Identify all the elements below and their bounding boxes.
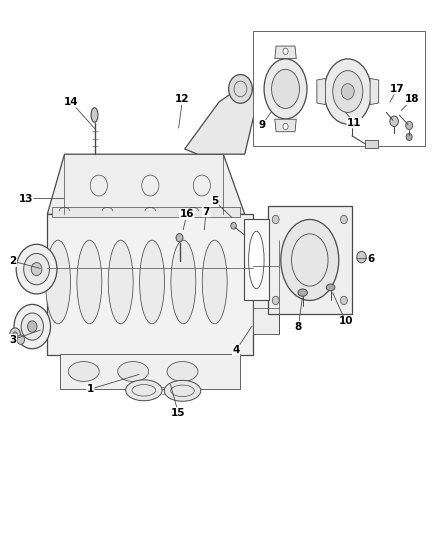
Ellipse shape xyxy=(406,122,413,130)
Text: 6: 6 xyxy=(368,254,375,264)
Text: 12: 12 xyxy=(175,94,190,104)
Text: 1: 1 xyxy=(87,384,94,394)
Polygon shape xyxy=(275,119,296,132)
Text: 5: 5 xyxy=(211,196,218,206)
Polygon shape xyxy=(275,46,296,59)
Ellipse shape xyxy=(333,71,363,112)
Bar xyxy=(253,240,279,334)
Ellipse shape xyxy=(31,263,42,276)
Ellipse shape xyxy=(10,328,21,341)
Ellipse shape xyxy=(91,108,98,123)
Text: 10: 10 xyxy=(339,317,353,326)
Text: 18: 18 xyxy=(405,94,420,104)
Text: 17: 17 xyxy=(390,84,404,94)
Bar xyxy=(47,214,253,356)
Ellipse shape xyxy=(326,284,335,291)
Ellipse shape xyxy=(229,75,252,103)
Ellipse shape xyxy=(340,215,347,224)
Ellipse shape xyxy=(281,220,339,301)
Ellipse shape xyxy=(28,321,37,332)
Ellipse shape xyxy=(283,48,288,54)
Polygon shape xyxy=(365,140,378,148)
Ellipse shape xyxy=(202,240,227,324)
Text: 15: 15 xyxy=(171,408,185,418)
Ellipse shape xyxy=(21,313,43,340)
Ellipse shape xyxy=(108,240,133,324)
Text: 8: 8 xyxy=(295,321,302,332)
Text: 14: 14 xyxy=(64,97,78,107)
Ellipse shape xyxy=(171,240,196,324)
Text: 16: 16 xyxy=(180,209,194,219)
Text: 4: 4 xyxy=(233,345,240,355)
Ellipse shape xyxy=(46,240,71,324)
Ellipse shape xyxy=(357,252,366,263)
Polygon shape xyxy=(185,81,258,154)
Ellipse shape xyxy=(390,116,399,126)
Ellipse shape xyxy=(118,361,148,382)
Bar xyxy=(52,207,240,217)
Ellipse shape xyxy=(68,361,99,382)
Bar xyxy=(268,206,352,313)
Ellipse shape xyxy=(167,361,198,382)
Text: 2: 2 xyxy=(9,256,17,266)
Bar xyxy=(244,220,269,301)
Bar xyxy=(60,354,240,389)
Ellipse shape xyxy=(231,222,237,229)
Ellipse shape xyxy=(406,133,412,141)
Ellipse shape xyxy=(13,332,17,337)
Ellipse shape xyxy=(126,380,162,401)
Ellipse shape xyxy=(17,335,25,344)
Ellipse shape xyxy=(283,123,288,130)
Ellipse shape xyxy=(272,296,279,305)
Text: 13: 13 xyxy=(18,193,33,204)
Polygon shape xyxy=(47,154,245,214)
Text: 7: 7 xyxy=(202,207,210,216)
Ellipse shape xyxy=(14,304,50,349)
Polygon shape xyxy=(253,31,425,147)
Text: 9: 9 xyxy=(258,120,265,131)
Ellipse shape xyxy=(24,254,49,285)
Polygon shape xyxy=(317,78,325,104)
Polygon shape xyxy=(370,78,379,104)
Ellipse shape xyxy=(340,296,347,305)
Ellipse shape xyxy=(272,69,300,109)
Ellipse shape xyxy=(140,240,165,324)
Text: 3: 3 xyxy=(9,335,17,345)
Ellipse shape xyxy=(16,244,57,294)
Text: 11: 11 xyxy=(347,118,361,128)
Ellipse shape xyxy=(164,381,201,401)
Ellipse shape xyxy=(249,231,264,289)
Ellipse shape xyxy=(264,59,307,119)
Ellipse shape xyxy=(176,233,183,242)
Ellipse shape xyxy=(77,240,102,324)
Ellipse shape xyxy=(324,59,371,124)
Ellipse shape xyxy=(341,84,354,99)
Ellipse shape xyxy=(298,289,307,296)
Ellipse shape xyxy=(272,215,279,224)
